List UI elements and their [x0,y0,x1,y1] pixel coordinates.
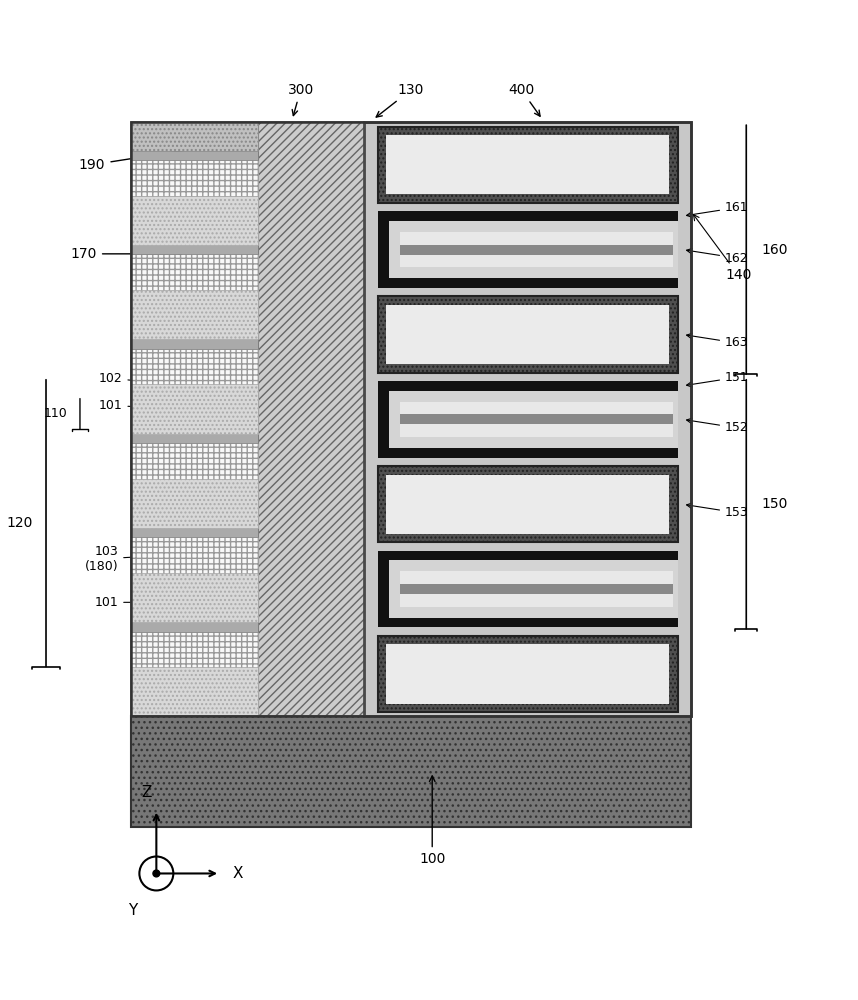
Bar [131,160,258,196]
Text: 102: 102 [99,372,245,393]
Bar [378,278,678,288]
Text: 140: 140 [693,215,752,282]
Bar [131,290,258,339]
Bar [131,537,258,573]
Bar [131,479,258,528]
Bar [400,232,674,267]
Text: 100: 100 [419,776,445,866]
Bar [386,135,669,194]
Bar [378,211,678,221]
Bar [386,305,669,364]
Bar [386,644,669,704]
Text: 151: 151 [686,371,749,387]
Text: 101: 101 [99,399,245,416]
Bar [378,381,389,458]
Bar [378,551,678,560]
Bar [131,622,258,632]
Bar [131,528,258,537]
Text: 150: 150 [762,497,788,511]
Text: 170: 170 [70,247,182,261]
Bar [400,584,674,594]
Bar [400,245,674,255]
Text: 101: 101 [94,596,245,609]
Bar [131,716,691,827]
Bar [131,443,258,479]
Bar [131,339,258,349]
Bar [131,384,258,434]
Text: 160: 160 [762,243,788,257]
Text: 130: 130 [376,83,424,117]
Bar [131,245,258,254]
Bar [400,414,674,424]
Text: 120: 120 [7,516,33,530]
Bar [131,151,258,160]
Bar [131,632,258,667]
Bar [378,381,678,391]
Bar [258,122,365,716]
Bar [131,122,365,716]
Bar [131,434,258,443]
Text: 162: 162 [686,249,749,265]
Bar [378,211,389,288]
Bar [131,196,258,245]
Bar [400,571,674,607]
Bar [400,402,674,437]
Bar [378,211,678,288]
Text: 161: 161 [686,201,749,217]
Text: 300: 300 [287,83,314,116]
Text: Y: Y [128,903,137,918]
Bar [131,254,258,290]
Bar [378,636,678,712]
Text: 163: 163 [686,333,749,349]
Bar [378,551,678,627]
Bar [378,381,678,458]
Circle shape [153,870,160,877]
Bar [131,349,258,384]
Bar [378,466,678,542]
Bar [378,618,678,627]
Bar [378,296,678,373]
Bar [365,122,691,716]
Text: 152: 152 [686,418,749,434]
Bar [378,551,389,627]
Bar [131,122,258,151]
Text: 110: 110 [44,407,67,420]
Text: 400: 400 [508,83,540,116]
Text: Z: Z [141,785,151,800]
Bar [131,667,258,716]
Text: 190: 190 [79,142,224,172]
Bar [386,475,669,534]
Bar [131,122,691,716]
Text: 153: 153 [686,503,749,519]
Bar [378,448,678,458]
Text: X: X [233,866,244,881]
Text: 103
(180): 103 (180) [85,545,245,573]
Bar [131,573,258,622]
Bar [378,127,678,203]
